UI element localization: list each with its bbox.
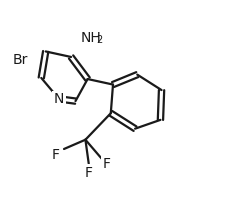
Text: Br: Br (13, 53, 28, 67)
Text: 2: 2 (96, 35, 102, 45)
Text: F: F (51, 148, 59, 162)
Text: F: F (102, 157, 110, 171)
Text: NH: NH (81, 31, 101, 45)
Text: N: N (54, 92, 64, 106)
Text: F: F (84, 166, 92, 180)
